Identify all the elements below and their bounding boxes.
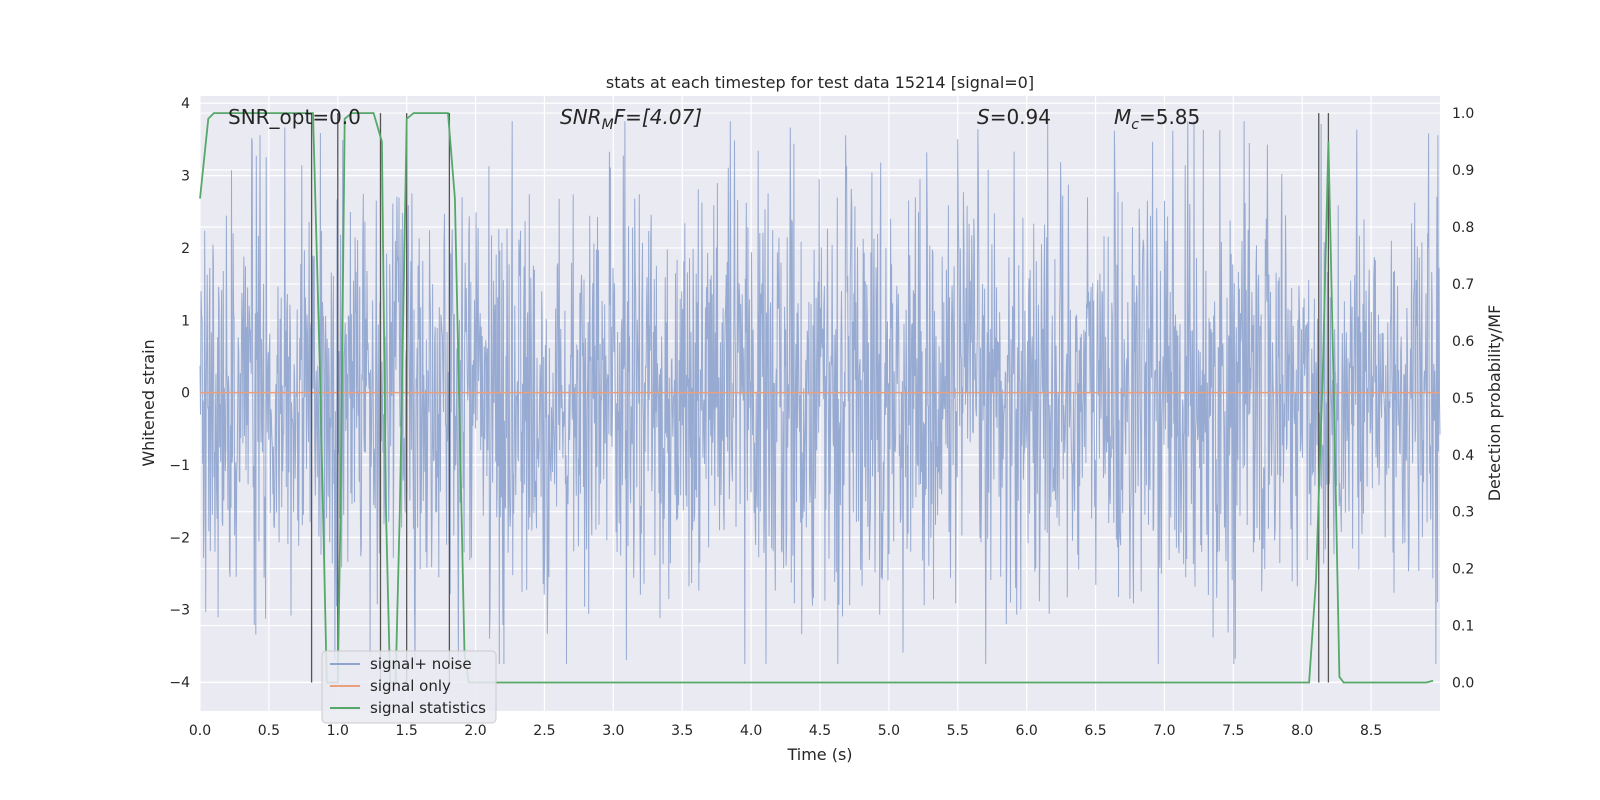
mc-rest: =5.85: [1139, 105, 1200, 129]
x-tick-label: 1.5: [396, 723, 418, 739]
y2-tick-label: 0.5: [1452, 391, 1474, 407]
y2-tick-label: 0.4: [1452, 448, 1474, 464]
x-tick-label: 1.0: [327, 723, 349, 739]
x-tick-label: 0.0: [189, 723, 211, 739]
y2-tick-label: 0.2: [1452, 562, 1474, 578]
x-tick-label: 2.0: [464, 723, 486, 739]
legend-box: [321, 650, 497, 724]
y-tick-label: 0: [181, 386, 190, 402]
statistics-line: [199, 112, 1434, 684]
y-tick-label: −2: [169, 530, 190, 546]
y-tick-label: −4: [169, 675, 190, 691]
y-tick-label: 4: [181, 96, 190, 112]
x-axis-label: Time (s): [786, 745, 852, 764]
x-tick-label: 4.0: [740, 723, 762, 739]
s-symbol: S: [977, 105, 990, 129]
y-axis-label: Whitened strain: [139, 339, 158, 466]
annotation-mc: Mc=5.85: [1114, 105, 1200, 133]
x-tick-label: 6.5: [1084, 723, 1106, 739]
y-tick-label: −1: [169, 458, 190, 474]
signal-statistics-series: [199, 112, 1434, 684]
y2-tick-label: 0.7: [1452, 277, 1474, 293]
x-tick-label: 8.0: [1291, 723, 1313, 739]
x-axis-ticks: 0.0 0.5 1.0 1.5 2.0 2.5 3.0 3.5 4.0 4.5 5.0 5.5 6.0 6…: [189, 723, 1382, 739]
legend-label-noise: signal+ noise: [370, 655, 472, 673]
x-tick-label: 7.0: [1153, 723, 1175, 739]
y2-tick-label: 0.0: [1452, 676, 1474, 692]
x-tick-label: 8.5: [1360, 723, 1382, 739]
y2-tick-label: 0.3: [1452, 505, 1474, 521]
s-rest: =0.94: [990, 105, 1051, 129]
x-tick-label: 5.0: [878, 723, 900, 739]
legend-label-statistics: signal statistics: [370, 699, 486, 717]
y-axis-ticks: 4 3 2 1 0 −1 −2 −3 −4: [169, 96, 190, 691]
annotation-snr-mf: SNRMF=[4.07]: [560, 105, 702, 133]
snr-mf-subscript: M: [602, 117, 614, 133]
y2-axis-ticks: 1.0 0.9 0.8 0.7 0.6 0.5 0.4 0.3 0.2 0.1 0.0: [1452, 106, 1474, 691]
x-tick-label: 4.5: [809, 723, 831, 739]
x-tick-label: 7.5: [1222, 723, 1244, 739]
annotation-s: S=0.94: [977, 105, 1051, 129]
mc-subscript: c: [1131, 117, 1139, 133]
snr-mf-symbol: SNR: [560, 105, 602, 129]
y2-tick-label: 0.9: [1452, 163, 1474, 179]
x-tick-label: 6.0: [1016, 723, 1038, 739]
mc-symbol: M: [1114, 105, 1131, 129]
y-tick-label: −3: [169, 603, 190, 619]
y2-tick-label: 0.8: [1452, 220, 1474, 236]
legend: signal+ noise signal only signal statist…: [321, 650, 497, 724]
legend-label-signal-only: signal only: [370, 677, 451, 695]
x-tick-label: 3.5: [671, 723, 693, 739]
y2-tick-label: 0.6: [1452, 334, 1474, 350]
y2-tick-label: 0.1: [1452, 619, 1474, 635]
chart-title: stats at each timestep for test data 152…: [606, 73, 1034, 92]
y2-axis-label: Detection probability/MF: [1485, 305, 1504, 502]
x-tick-label: 5.5: [947, 723, 969, 739]
x-tick-label: 0.5: [258, 723, 280, 739]
y-tick-label: 3: [181, 169, 190, 185]
detection-markers: [310, 113, 1330, 683]
y-tick-label: 2: [181, 241, 190, 257]
annotation-snr-opt: SNR_opt=0.0: [228, 105, 361, 129]
snr-mf-rest: F=[4.07]: [614, 105, 702, 129]
y-tick-label: 1: [181, 313, 190, 329]
x-tick-label: 3.0: [602, 723, 624, 739]
x-tick-label: 2.5: [533, 723, 555, 739]
y2-tick-label: 1.0: [1452, 106, 1474, 122]
